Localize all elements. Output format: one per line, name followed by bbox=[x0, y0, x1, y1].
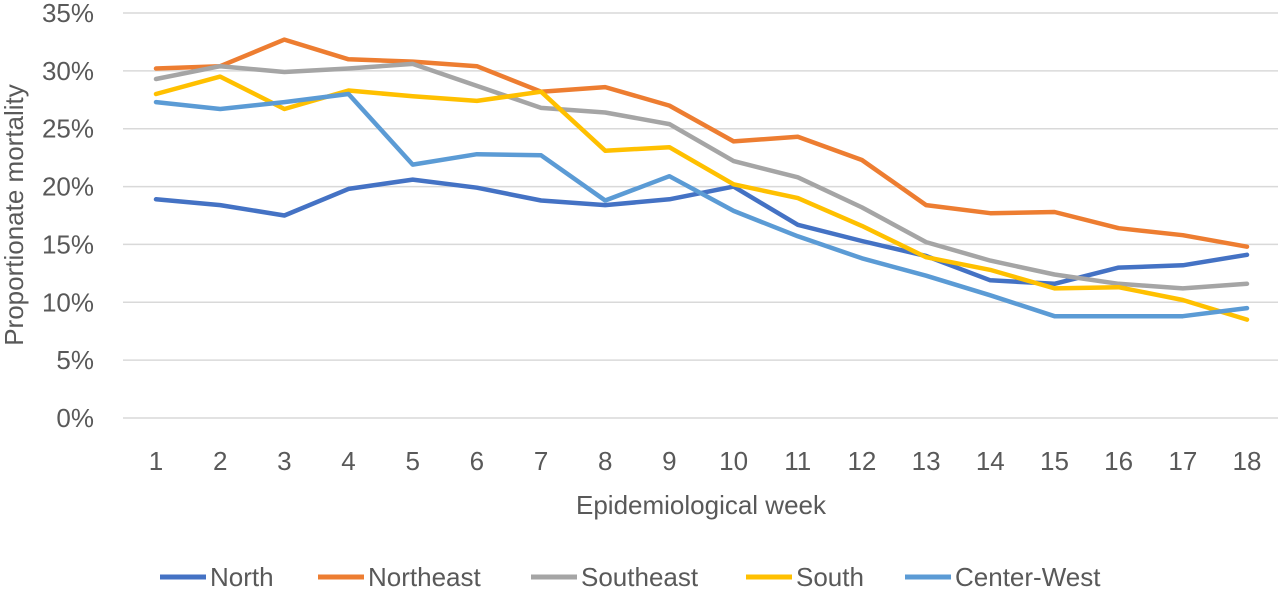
y-tick-label: 5% bbox=[56, 345, 94, 375]
x-tick-label: 18 bbox=[1233, 446, 1262, 476]
x-tick-label: 12 bbox=[847, 446, 876, 476]
x-tick-label: 16 bbox=[1104, 446, 1133, 476]
y-tick-label: 25% bbox=[42, 114, 94, 144]
series-line-south bbox=[153, 74, 1250, 322]
series-line-center-west bbox=[153, 91, 1250, 319]
x-axis-tick-labels: 1 2 3 4 5 6 7 8 9 10 11 12 13 14 15 16 17 18 bbox=[149, 446, 1262, 476]
x-tick-label: 3 bbox=[277, 446, 291, 476]
x-tick-label: 4 bbox=[341, 446, 355, 476]
x-tick-label: 17 bbox=[1168, 446, 1197, 476]
x-tick-label: 13 bbox=[912, 446, 941, 476]
x-tick-label: 6 bbox=[470, 446, 484, 476]
legend-label-south: South bbox=[796, 562, 864, 590]
x-tick-label: 5 bbox=[405, 446, 419, 476]
x-tick-label: 9 bbox=[662, 446, 676, 476]
x-tick-label: 1 bbox=[149, 446, 163, 476]
x-tick-label: 7 bbox=[534, 446, 548, 476]
x-tick-label: 2 bbox=[213, 446, 227, 476]
series-line-northeast bbox=[153, 37, 1250, 249]
y-tick-label: 15% bbox=[42, 229, 94, 259]
y-tick-label: 0% bbox=[56, 403, 94, 433]
series-lines bbox=[153, 37, 1250, 322]
legend-label-center-west: Center-West bbox=[955, 562, 1101, 590]
x-tick-label: 15 bbox=[1040, 446, 1069, 476]
x-axis-title: Epidemiological week bbox=[576, 490, 827, 520]
y-tick-label: 10% bbox=[42, 287, 94, 317]
y-axis-title: Proportionate mortality bbox=[0, 84, 29, 346]
series-line-southeast bbox=[153, 61, 1250, 291]
legend-label-northeast: Northeast bbox=[368, 562, 481, 590]
y-tick-label: 20% bbox=[42, 172, 94, 202]
x-tick-label: 10 bbox=[719, 446, 748, 476]
legend-label-southeast: Southeast bbox=[581, 562, 699, 590]
legend-label-north: North bbox=[210, 562, 274, 590]
x-tick-label: 8 bbox=[598, 446, 612, 476]
x-tick-label: 11 bbox=[784, 446, 811, 476]
y-tick-label: 30% bbox=[42, 56, 94, 86]
legend: North Northeast Southeast South Center-West bbox=[160, 562, 1101, 590]
y-axis-tick-labels: 0% 5% 10% 15% 20% 25% 30% 35% bbox=[42, 0, 94, 433]
x-tick-label: 14 bbox=[976, 446, 1005, 476]
gridlines bbox=[123, 12, 1278, 419]
y-tick-label: 35% bbox=[42, 0, 94, 28]
